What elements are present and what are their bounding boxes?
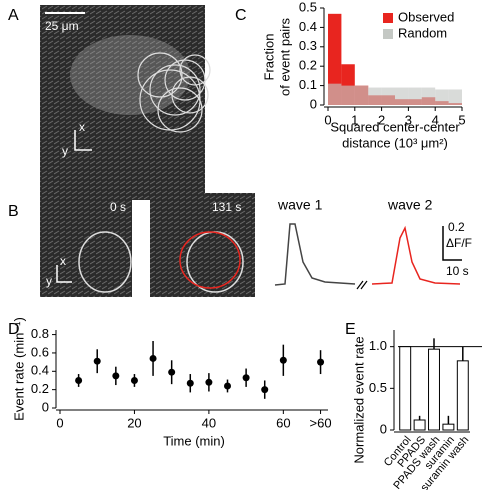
- bar: [442, 423, 455, 431]
- y-tick-label: 0.3: [299, 38, 317, 53]
- y-tick-label: 0: [310, 96, 317, 111]
- time-label: 0 s: [110, 200, 126, 214]
- bar: [428, 348, 440, 431]
- legend-swatch: [383, 13, 393, 23]
- y-axis-label: Normalized event rate: [351, 336, 366, 463]
- y-tick-label: 0.4: [299, 19, 317, 34]
- y-axis-label: of event pairs: [277, 17, 292, 96]
- point: [186, 379, 194, 387]
- point: [224, 382, 231, 390]
- y-axis-label: Fraction: [261, 34, 276, 81]
- panel-label: E: [345, 321, 356, 338]
- hist-bar: [395, 87, 409, 105]
- point: [149, 354, 157, 362]
- y-tick-label: 1.0: [369, 338, 387, 353]
- y-tick-label: 0.6: [31, 344, 49, 359]
- point: [112, 372, 120, 380]
- x-tick-label: 0: [56, 415, 63, 430]
- point: [242, 374, 250, 382]
- axis-y-label: y: [62, 144, 68, 158]
- point: [168, 368, 176, 376]
- trace-label: wave 2: [387, 197, 433, 213]
- axis-x-label: x: [60, 254, 66, 268]
- y-tick-label: 0: [42, 399, 49, 414]
- point: [93, 357, 101, 365]
- x-axis-label: distance (10³ μm²): [342, 135, 448, 150]
- x-tick-label: 1: [351, 112, 358, 127]
- y-tick-label: 0.8: [31, 326, 49, 341]
- x-tick-label: 3: [405, 112, 412, 127]
- point: [261, 386, 269, 394]
- legend-swatch: [383, 29, 393, 39]
- scale-bar-label: 25 μm: [45, 19, 79, 33]
- bar: [413, 419, 426, 431]
- trace-scale-y: 0.2: [448, 220, 465, 234]
- trace-unit: ΔF/F: [446, 236, 472, 250]
- x-tick-label: 60: [276, 415, 290, 430]
- panel-label: B: [8, 203, 19, 220]
- x-axis-label: Squared center-center: [330, 119, 460, 134]
- x-tick-label: >60: [310, 415, 332, 430]
- trace-label: wave 1: [277, 197, 323, 213]
- point: [279, 356, 287, 364]
- hist-bar: [328, 13, 342, 105]
- hist-bar: [408, 87, 422, 105]
- x-axis-label: Time (min): [163, 433, 225, 448]
- bar: [399, 346, 412, 431]
- hist-bar: [368, 87, 382, 105]
- panel-label: D: [8, 321, 20, 338]
- trace-scale-x: 10 s: [446, 264, 469, 278]
- bar: [456, 360, 469, 431]
- hist-bar: [421, 87, 436, 105]
- x-tick-label: 40: [202, 415, 216, 430]
- y-tick-label: 0.2: [299, 58, 317, 73]
- axis-x-label: x: [79, 120, 85, 134]
- hist-bar: [354, 85, 369, 105]
- y-tick-label: 0.5: [369, 380, 387, 395]
- micrograph: [40, 193, 462, 297]
- y-tick-label: 0.5: [299, 0, 317, 14]
- hist-bar: [435, 89, 449, 105]
- micrograph: [40, 5, 211, 200]
- y-axis-label: Event rate (min⁻¹): [11, 317, 26, 421]
- axis-y-label: y: [46, 274, 52, 288]
- hist-bar: [341, 85, 355, 105]
- y-tick-label: 0.2: [31, 381, 49, 396]
- hist-bar: [448, 89, 462, 105]
- x-tick-label: 20: [127, 415, 141, 430]
- point: [130, 376, 138, 384]
- y-tick-label: 0: [380, 421, 387, 436]
- point: [205, 378, 213, 386]
- x-tick-label: 2: [378, 112, 385, 127]
- hist-bar: [328, 83, 342, 105]
- legend-label: Observed: [398, 9, 454, 24]
- point: [317, 358, 325, 366]
- y-tick-label: 0.4: [31, 363, 49, 378]
- x-tick-label: 4: [432, 112, 439, 127]
- x-tick-label: 5: [458, 112, 465, 127]
- panel-label: A: [8, 7, 19, 24]
- y-tick-label: 0.1: [299, 77, 317, 92]
- hist-bar: [381, 87, 395, 105]
- time-label: 131 s: [212, 200, 241, 214]
- panel-label: C: [235, 7, 247, 24]
- legend-label: Random: [398, 25, 447, 40]
- x-tick-label: 0: [324, 112, 331, 127]
- point: [75, 376, 83, 384]
